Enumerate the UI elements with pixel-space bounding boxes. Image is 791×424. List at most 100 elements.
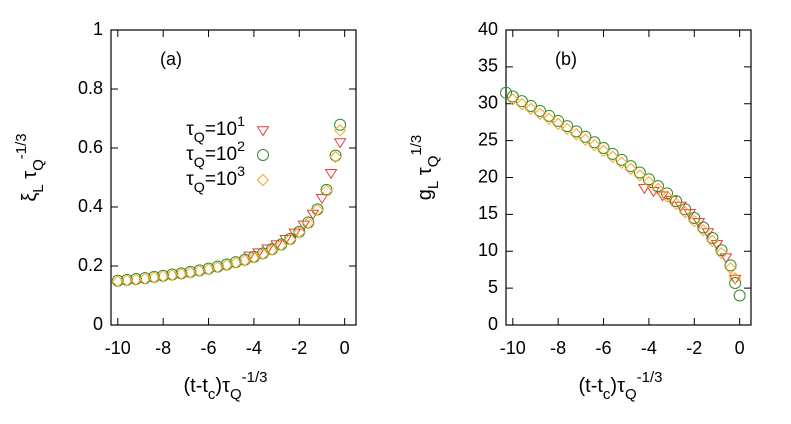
point: [624, 162, 637, 176]
point: [724, 262, 737, 275]
y-axis-label-part: g: [414, 189, 436, 200]
plot-frame: [505, 29, 752, 326]
point: [247, 251, 261, 264]
x-tick-label: -10: [105, 338, 131, 358]
x-axis-label-part: )τ: [215, 375, 230, 397]
point: [333, 124, 347, 137]
x-axis-label-part: -1/3: [242, 369, 268, 386]
point: [615, 156, 628, 170]
x-axis-label: (t-tc)τQ-1/3: [183, 369, 267, 403]
point: [660, 190, 674, 203]
legend-label-part: Q: [194, 180, 205, 196]
point: [733, 289, 746, 302]
point: [302, 216, 315, 230]
y-tick-label: 0.4: [78, 196, 103, 216]
x-axis-label-part: Q: [230, 386, 242, 403]
x-tick-label: -8: [550, 338, 566, 358]
point: [661, 187, 674, 200]
point: [579, 133, 592, 146]
point: [329, 150, 342, 164]
point: [238, 254, 252, 267]
y-axis-label: ξL τQ-1/3: [13, 133, 47, 201]
x-tick-label: 0: [340, 338, 350, 358]
x-axis-label-part: -1/3: [637, 369, 663, 386]
point: [274, 238, 288, 252]
point: [284, 233, 297, 246]
point: [728, 272, 742, 285]
legend-label: τQ=101: [186, 114, 245, 146]
point: [728, 274, 742, 285]
y-tick-label: 40: [478, 19, 498, 39]
legend-label-part: Q: [194, 130, 205, 146]
point: [320, 183, 333, 196]
x-tick-label: -6: [596, 338, 612, 358]
point: [656, 191, 669, 202]
series: [506, 93, 742, 285]
legend-label-part: τ: [186, 169, 194, 190]
x-tick-label: -2: [291, 338, 307, 358]
legend-label-part: 1: [237, 114, 245, 130]
y-tick-label: 25: [478, 129, 498, 149]
point: [284, 232, 297, 245]
x-tick-label: -6: [201, 338, 217, 358]
legend-label: τQ=102: [186, 139, 245, 171]
x-tick-label: -8: [155, 338, 171, 358]
y-axis-label-part: τ: [414, 167, 436, 181]
y-axis-label-part: -1/3: [13, 133, 30, 159]
y-axis-label: gL τQ1/3: [408, 135, 442, 200]
y-tick-label: 0: [93, 314, 103, 334]
point: [256, 126, 270, 137]
point: [324, 168, 338, 180]
y-axis-label-part: L: [30, 184, 47, 192]
point: [311, 203, 324, 216]
point: [315, 194, 329, 205]
point: [297, 220, 311, 231]
y-tick-label: 0: [488, 314, 498, 334]
y-tick-label: 35: [478, 56, 498, 76]
point: [669, 197, 683, 211]
point: [320, 184, 333, 197]
point: [679, 203, 692, 216]
y-axis-label-part: 1/3: [408, 135, 425, 156]
point: [561, 122, 574, 136]
panel: -10 -8 -6 -4 -2 000.20.40.60.81(t-tc)τQ-1/3ξL…: [13, 19, 357, 403]
point: [500, 86, 512, 99]
y-axis-label-part: τ: [19, 171, 41, 185]
point: [706, 232, 719, 245]
legend-label-part: =10: [205, 144, 237, 165]
x-tick-label: -4: [246, 338, 262, 358]
y-tick-label: 15: [478, 203, 498, 223]
y-axis-label-part: Q: [30, 159, 47, 171]
x-tick-label: -10: [500, 338, 526, 358]
panel-label: (a): [160, 49, 182, 69]
point: [633, 166, 646, 179]
point: [637, 184, 651, 195]
y-tick-label: 0.6: [78, 137, 103, 157]
point: [524, 102, 538, 116]
point: [724, 259, 737, 272]
panel: -10 -8 -6 -4 -2 00510152025303540(t-tc)τQ-1/3…: [408, 19, 752, 403]
point: [506, 93, 520, 106]
x-axis-label-part: c: [603, 386, 611, 403]
x-axis-label: (t-tc)τQ-1/3: [578, 369, 662, 403]
y-tick-label: 20: [478, 166, 498, 186]
point: [257, 149, 269, 161]
point: [256, 247, 270, 261]
point: [261, 244, 274, 255]
plot-frame: [110, 29, 357, 326]
point: [670, 195, 683, 208]
x-axis-label-part: (t-t: [578, 375, 603, 397]
point: [624, 160, 637, 173]
x-axis-label-part: c: [208, 386, 216, 403]
point: [265, 243, 279, 256]
point: [715, 244, 728, 257]
legend-label-part: =10: [205, 119, 237, 140]
y-axis-label-part: ξ: [19, 193, 41, 202]
point: [111, 275, 125, 288]
point: [597, 144, 610, 158]
x-tick-label: -4: [641, 338, 657, 358]
point: [688, 214, 701, 228]
panel-label: (b): [555, 49, 577, 69]
point: [633, 169, 647, 182]
point: [606, 147, 619, 160]
